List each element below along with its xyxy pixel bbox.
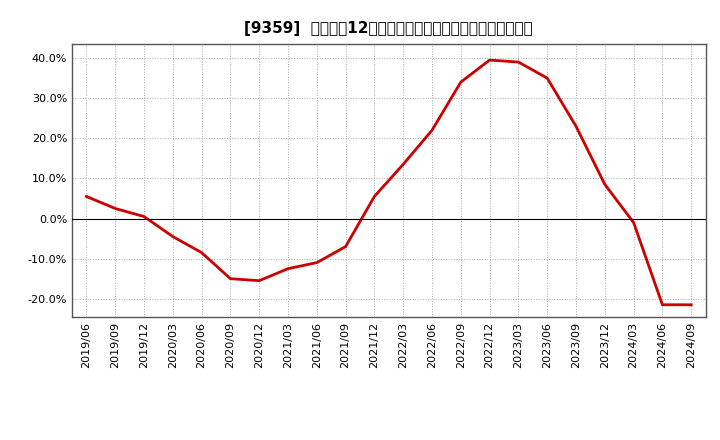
Title: [9359]  売上高の12か月移動合計の対前年同期増減率の推移: [9359] 売上高の12か月移動合計の対前年同期増減率の推移 [244,21,534,36]
